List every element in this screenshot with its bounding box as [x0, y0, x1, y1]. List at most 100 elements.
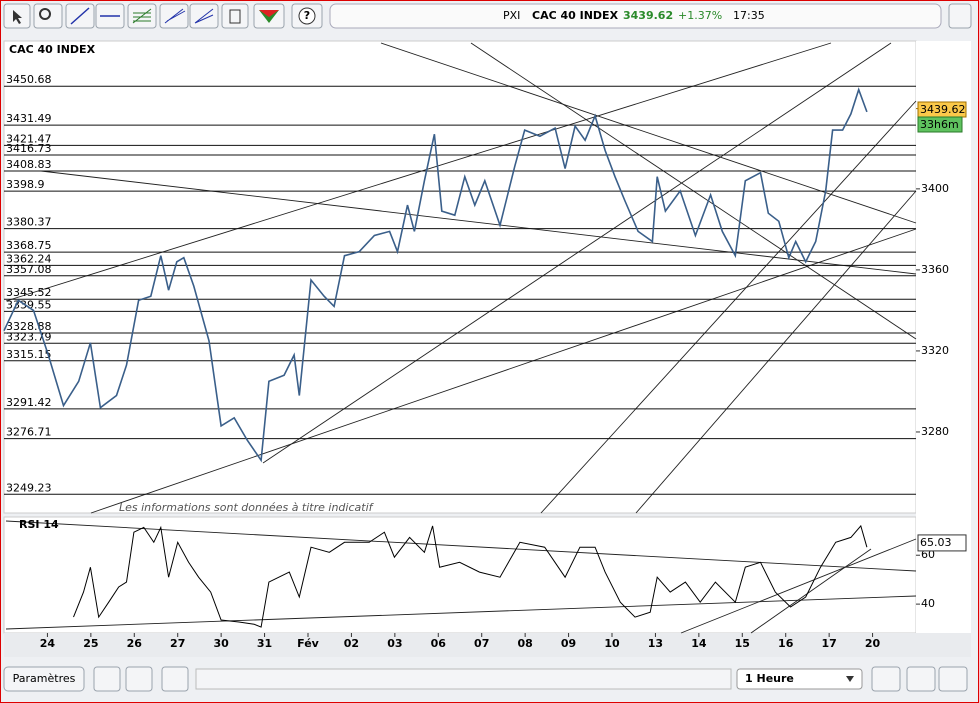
series-line [3, 87, 868, 463]
zoom-out[interactable] [906, 666, 936, 692]
quote-time: 17:35 [733, 9, 765, 22]
icon [13, 10, 22, 24]
trendline [262, 42, 892, 464]
series-line [73, 524, 868, 628]
x-tick-label: 13 [648, 637, 663, 650]
level-label: 3345.52 [6, 286, 52, 299]
export-button[interactable] [93, 666, 121, 692]
trendline [40, 170, 917, 275]
delete-tool[interactable] [221, 3, 249, 29]
rsi-panel [3, 516, 917, 634]
y-tick-label: 3400 [921, 182, 949, 195]
x-tick-label: 24 [40, 637, 56, 650]
icon [70, 7, 90, 25]
icon [259, 10, 279, 17]
toolbar: ? PXI CAC 40 INDEX 3439.62 +1.37% 17:35 [3, 3, 972, 29]
icon [194, 8, 214, 24]
level-label: 3276.71 [6, 426, 52, 439]
quote-bar [329, 3, 942, 29]
x-tick-label: 15 [735, 637, 750, 650]
level-label: 3398.9 [6, 178, 45, 191]
trendline [5, 595, 917, 630]
trendline [5, 520, 917, 572]
right-axis [916, 41, 971, 633]
level-label: 3450.68 [6, 73, 52, 86]
x-tick-label: 14 [691, 637, 707, 650]
rsi-title: RSI 14 [19, 518, 59, 531]
quote-last: 3439.62 [623, 9, 673, 22]
trendline [680, 538, 917, 634]
level-label: 3249.23 [6, 481, 52, 494]
price-panel [3, 40, 917, 514]
x-tick-label: 17 [821, 637, 836, 650]
icon [229, 9, 241, 24]
icon: ? [304, 9, 310, 22]
quote-change: +1.37% [678, 9, 722, 22]
level-label: 3368.75 [6, 239, 52, 252]
x-tick-label: 27 [170, 637, 185, 650]
y-tick-label: 3360 [921, 263, 949, 276]
zoom-fit[interactable] [871, 666, 901, 692]
time-left: 33h6m [920, 118, 959, 131]
level-label: 3339.55 [6, 298, 52, 311]
scroll-button[interactable] [948, 3, 972, 29]
trendline [750, 548, 872, 634]
time-left-tag [917, 116, 963, 133]
x-tick-label: 25 [83, 637, 98, 650]
level-label: 3380.37 [6, 216, 52, 229]
level-label: 3362.24 [6, 252, 52, 265]
x-tick-label: 30 [213, 637, 229, 650]
x-tick-label: 26 [127, 637, 143, 650]
level-label: 3416.73 [6, 142, 52, 155]
trendline [635, 190, 917, 514]
x-axis-band [4, 633, 971, 657]
icon [298, 7, 316, 25]
icon [39, 8, 51, 20]
x-tick-label: Fév [297, 637, 320, 650]
x-tick-label: 07 [474, 637, 489, 650]
x-tick-label: 31 [257, 637, 272, 650]
interval-select[interactable] [736, 668, 863, 690]
drawings [5, 42, 917, 634]
zoom-in[interactable] [938, 666, 968, 692]
level-label: 3408.83 [6, 158, 52, 171]
last-price-label: 3439.62 [920, 103, 966, 116]
x-tick-label: 16 [778, 637, 794, 650]
scrollbar[interactable] [195, 668, 732, 690]
settings-label: Paramètres [13, 672, 76, 685]
x-tick-label: 09 [561, 637, 576, 650]
level-label: 3357.08 [6, 263, 52, 276]
y-tick-label: 3280 [921, 425, 949, 438]
level-label: 3421.47 [6, 132, 52, 145]
trendline [90, 228, 917, 514]
x-tick-label: 02 [344, 637, 359, 650]
icon [164, 8, 186, 24]
level-label: 3291.42 [6, 396, 52, 409]
last-value-tag [917, 534, 967, 552]
y-tick-label: 60 [921, 548, 935, 561]
y-tick-label: 40 [921, 597, 935, 610]
save-button[interactable] [125, 666, 153, 692]
trendline [540, 100, 917, 514]
trendline [380, 42, 917, 224]
disclaimer: Les informations sont données à titre in… [119, 501, 375, 514]
quote-code: PXI [503, 9, 520, 22]
x-tick-label: 03 [387, 637, 402, 650]
icon [132, 8, 152, 24]
print-button[interactable] [161, 666, 189, 692]
level-label: 3323.79 [6, 330, 52, 343]
footer: Paramètres 1 Heure [3, 666, 968, 692]
level-label: 3315.15 [6, 348, 52, 361]
x-tick-label: 06 [431, 637, 447, 650]
x-tick-label: 10 [604, 637, 620, 650]
level-label: 3431.49 [6, 112, 52, 125]
interval-label: 1 Heure [745, 672, 794, 685]
settings-button[interactable] [3, 666, 85, 692]
x-tick-label: 08 [517, 637, 532, 650]
x-tick-label: 20 [865, 637, 881, 650]
y-tick-label: 3320 [921, 344, 949, 357]
price-title: CAC 40 INDEX [9, 43, 96, 56]
zoom-tool[interactable] [33, 3, 63, 29]
